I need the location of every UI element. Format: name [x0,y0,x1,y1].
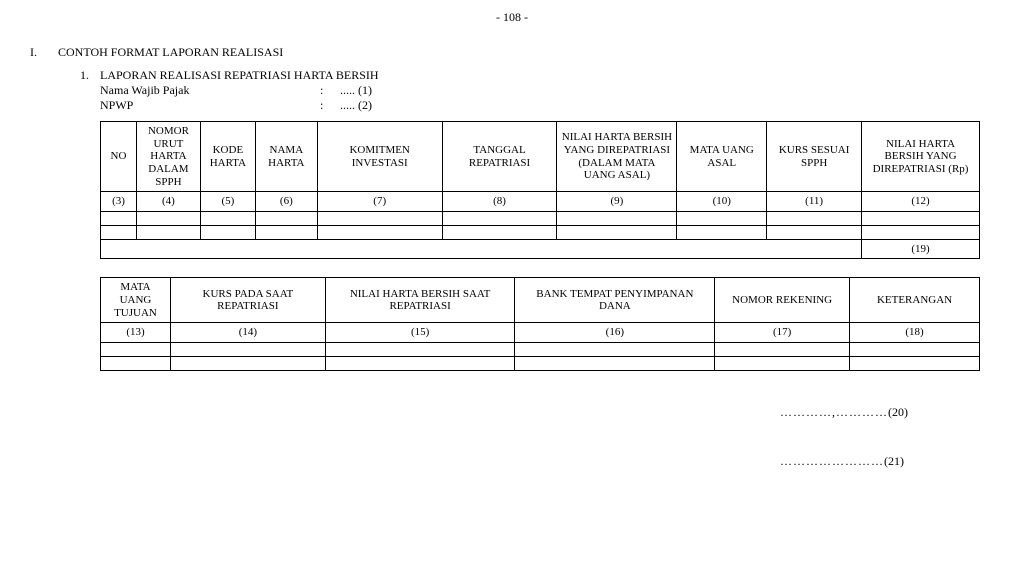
footer-ref: (19) [862,239,980,259]
ref-cell: (4) [136,192,200,212]
meta-name-value: ..... (1) [340,83,372,98]
col-header: NOMOR URUT HARTA DALAM SPPH [136,122,200,192]
ref-cell: (9) [557,192,677,212]
ref-cell: (11) [767,192,862,212]
table-header-row: NO NOMOR URUT HARTA DALAM SPPH KODE HART… [101,122,980,192]
ref-cell: (8) [442,192,557,212]
signature-place-dots: …………,………… [780,405,888,419]
col-header: KETERANGAN [850,278,980,323]
table-ref-row: (3) (4) (5) (6) (7) (8) (9) (10) (11) (1… [101,192,980,212]
table-footer-row: (19) [101,239,980,259]
table-2: MATA UANG TUJUAN KURS PADA SAAT REPATRIA… [100,277,980,371]
ref-cell: (12) [862,192,980,212]
colon: : [320,83,340,98]
ref-cell: (15) [325,323,515,343]
col-header: MATA UANG TUJUAN [101,278,171,323]
col-header: MATA UANG ASAL [677,122,767,192]
col-header: KODE HARTA [200,122,255,192]
col-header: NILAI HARTA BERSIH YANG DIREPATRIASI (DA… [557,122,677,192]
section-title: CONTOH FORMAT LAPORAN REALISASI [58,45,283,60]
table-row [101,225,980,239]
col-header: NO [101,122,137,192]
col-header: TANGGAL REPATRIASI [442,122,557,192]
meta-name-label: Nama Wajib Pajak [100,83,320,98]
signature-name-ref: (21) [884,454,904,468]
col-header: KURS SESUAI SPPH [767,122,862,192]
ref-cell: (16) [515,323,715,343]
subsection-number: 1. [80,68,100,83]
table-1: NO NOMOR URUT HARTA DALAM SPPH KODE HART… [100,121,980,259]
ref-cell: (14) [170,323,325,343]
table-row [101,357,980,371]
colon: : [320,98,340,113]
meta-npwp-label: NPWP [100,98,320,113]
ref-cell: (17) [715,323,850,343]
ref-cell: (7) [317,192,442,212]
col-header: NILAI HARTA BERSIH SAAT REPATRIASI [325,278,515,323]
table-row [101,343,980,357]
col-header: KOMITMEN INVESTASI [317,122,442,192]
ref-cell: (5) [200,192,255,212]
signature-name-line: ……………………(21) [780,454,980,469]
col-header: NILAI HARTA BERSIH YANG DIREPATRIASI (Rp… [862,122,980,192]
table-header-row: MATA UANG TUJUAN KURS PADA SAAT REPATRIA… [101,278,980,323]
section-roman: I. [30,45,58,60]
meta-npwp-value: ..... (2) [340,98,372,113]
ref-cell: (3) [101,192,137,212]
subsection-title: LAPORAN REALISASI REPATRIASI HARTA BERSI… [100,68,379,83]
signature-place-ref: (20) [888,405,908,419]
ref-cell: (6) [255,192,317,212]
signature-place-line: …………,…………(20) [780,405,980,420]
ref-cell: (18) [850,323,980,343]
table-row [101,211,980,225]
ref-cell: (10) [677,192,767,212]
signature-name-dots: …………………… [780,454,884,468]
col-header: NOMOR REKENING [715,278,850,323]
col-header: NAMA HARTA [255,122,317,192]
col-header: BANK TEMPAT PENYIMPANAN DANA [515,278,715,323]
ref-cell: (13) [101,323,171,343]
table-ref-row: (13) (14) (15) (16) (17) (18) [101,323,980,343]
page-number: - 108 - [30,10,994,25]
col-header: KURS PADA SAAT REPATRIASI [170,278,325,323]
